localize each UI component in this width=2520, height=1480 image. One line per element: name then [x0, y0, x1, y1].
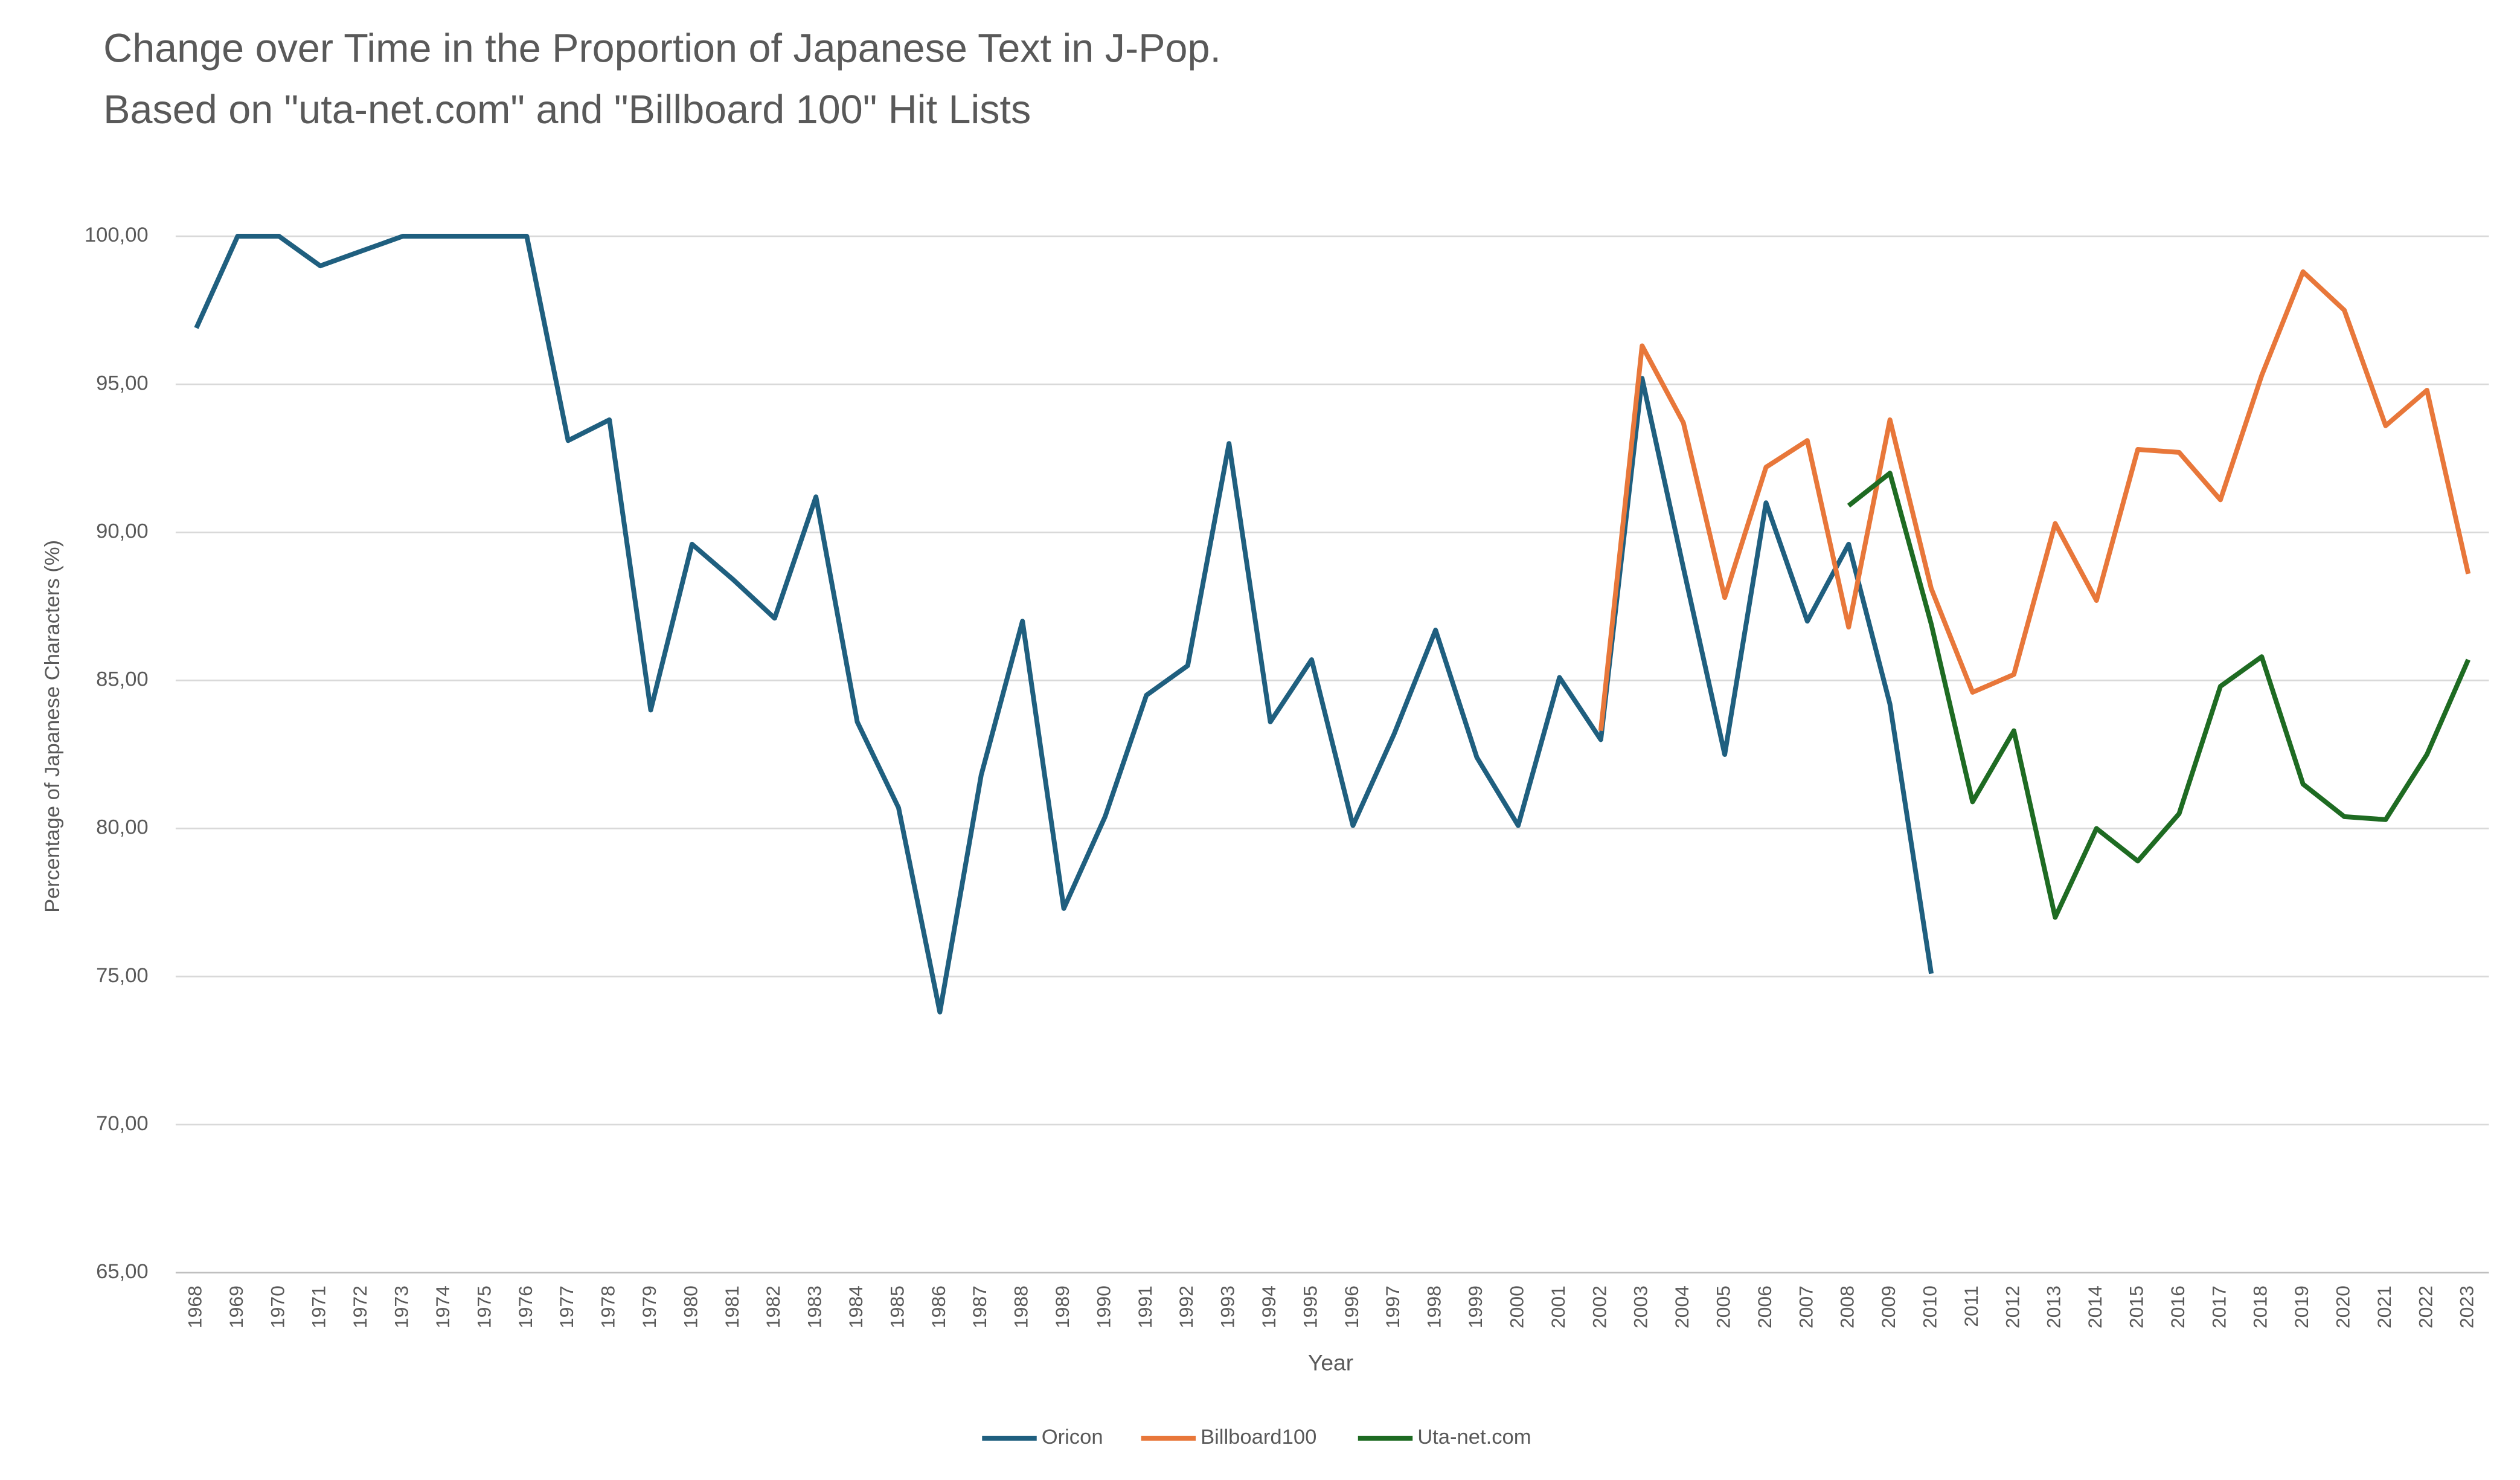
x-tick-label: 1972: [349, 1285, 371, 1328]
y-tick-label: 70,00: [96, 1112, 149, 1135]
x-tick-label: 1985: [886, 1285, 908, 1328]
y-axis-title: Percentage of Japanese Characters (%): [41, 540, 64, 913]
x-tick-label: 2022: [2414, 1285, 2436, 1328]
x-tick-label: 1998: [1423, 1285, 1445, 1328]
x-tick-label: 1990: [1092, 1285, 1114, 1328]
x-tick-label: 2020: [2332, 1285, 2354, 1328]
x-tick-label: 1971: [308, 1285, 330, 1328]
x-tick-label: 2021: [2373, 1285, 2395, 1328]
x-tick-label: 1976: [515, 1285, 536, 1328]
x-tick-label: 2010: [1919, 1285, 1941, 1328]
x-tick-label: 2013: [2043, 1285, 2065, 1328]
x-tick-label: 1970: [266, 1285, 288, 1328]
x-tick-label: 1982: [762, 1285, 784, 1328]
line-series: [194, 234, 1934, 1015]
y-tick-label: 100,00: [85, 224, 149, 246]
x-tick-label: 2005: [1712, 1285, 1734, 1328]
y-tick-label: 65,00: [96, 1260, 149, 1283]
line-series: [1598, 269, 2471, 732]
x-tick-label: 1975: [473, 1285, 495, 1328]
chart-title: Change over Time in the Proportion of Ja…: [103, 27, 1221, 71]
x-tick-label: 1977: [556, 1285, 577, 1328]
x-tick-label: 1997: [1382, 1285, 1403, 1328]
x-tick-label: 1989: [1051, 1285, 1073, 1328]
x-tick-label: 2004: [1671, 1285, 1693, 1328]
x-tick-label: 2019: [2291, 1285, 2312, 1328]
y-tick-label: 75,00: [96, 964, 149, 987]
x-tick-label: 2009: [1877, 1285, 1899, 1328]
x-tick-label: 1979: [638, 1285, 660, 1328]
x-tick-label: 1993: [1217, 1285, 1239, 1328]
x-tick-label: 2023: [2456, 1285, 2478, 1328]
x-tick-label: 1973: [391, 1285, 412, 1328]
x-tick-label: 1968: [184, 1285, 206, 1328]
x-tick-label: 2001: [1547, 1285, 1569, 1328]
x-tick-label: 1992: [1175, 1285, 1197, 1328]
x-tick-label: 1991: [1134, 1285, 1156, 1328]
x-tick-label: 2018: [2249, 1285, 2271, 1328]
x-tick-label: 1974: [432, 1285, 454, 1328]
x-tick-label: 2015: [2126, 1285, 2147, 1328]
x-tick-label: 2000: [1505, 1285, 1527, 1328]
x-tick-label: 2016: [2167, 1285, 2188, 1328]
x-tick-label: 1978: [597, 1285, 619, 1328]
legend-label: Uta-net.com: [1417, 1426, 1531, 1449]
chart-title: Based on "uta-net.com" and "Billboard 10…: [103, 88, 1031, 132]
y-tick-label: 95,00: [96, 372, 149, 394]
legend-label: Billboard100: [1201, 1426, 1316, 1449]
x-tick-label: 1994: [1258, 1285, 1280, 1328]
x-tick-label: 1999: [1464, 1285, 1486, 1328]
x-tick-label: 1984: [845, 1285, 867, 1328]
x-tick-label: 2014: [2084, 1285, 2106, 1328]
x-tick-label: 1981: [721, 1285, 743, 1328]
x-tick-label: 2003: [1630, 1285, 1652, 1328]
x-tick-label: 1996: [1341, 1285, 1362, 1328]
x-tick-label: 1969: [225, 1285, 247, 1328]
x-tick-label: 1995: [1299, 1285, 1321, 1328]
x-tick-label: 1987: [969, 1285, 990, 1328]
x-tick-label: 2006: [1754, 1285, 1775, 1328]
x-tick-label: 2017: [2208, 1285, 2230, 1328]
x-tick-label: 1988: [1010, 1285, 1032, 1328]
x-tick-label: 2008: [1836, 1285, 1858, 1328]
legend-label: Oricon: [1042, 1426, 1103, 1449]
line-series: [1847, 471, 2470, 920]
y-tick-label: 90,00: [96, 520, 149, 542]
x-tick-label: 2002: [1588, 1285, 1610, 1328]
x-tick-label: 1986: [928, 1285, 949, 1328]
x-axis-title: Year: [1308, 1350, 1353, 1375]
x-tick-label: 1983: [804, 1285, 826, 1328]
x-tick-label: 1980: [679, 1285, 701, 1328]
y-tick-label: 80,00: [96, 816, 149, 839]
x-tick-label: 2012: [2001, 1285, 2023, 1328]
x-tick-label: 2007: [1795, 1285, 1816, 1328]
y-tick-label: 85,00: [96, 668, 149, 691]
x-tick-label: 2011: [1960, 1285, 1982, 1327]
